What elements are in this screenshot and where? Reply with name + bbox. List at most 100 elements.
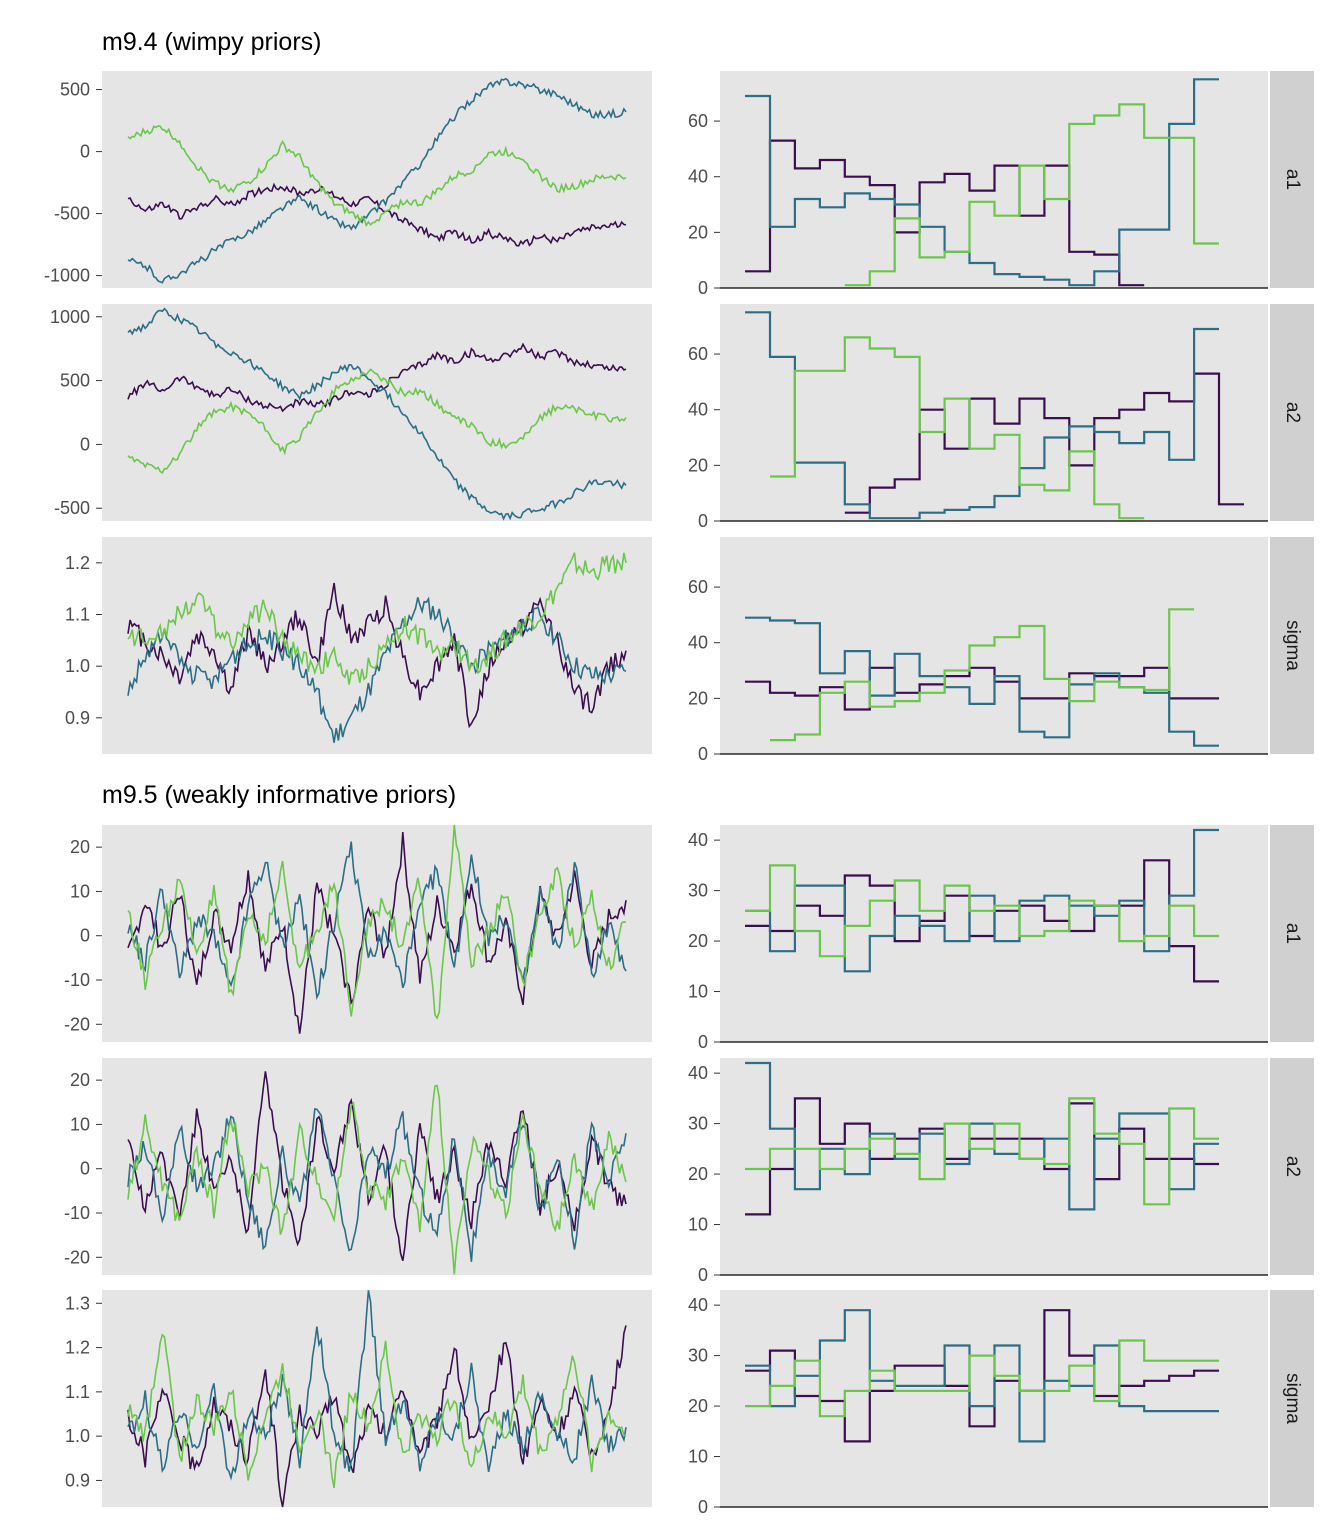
rank-step-m94-a1-chain1 <box>745 139 1145 287</box>
rank-ytick-label-m94-a1-1: 20 <box>688 222 708 242</box>
trace-ytick-label-m94-sigma-0: 0.9 <box>65 708 90 728</box>
trace-line-m94-a1-chain1 <box>127 182 627 247</box>
trace-panel-bg-m95-sigma <box>102 1290 652 1507</box>
trace-line-m95-sigma-chain3 <box>127 1333 627 1489</box>
facet-strip-label-m95-a1: a1 <box>1282 923 1303 944</box>
trace-panel-bg-m94-a2 <box>102 304 652 521</box>
title-m95: m9.5 (weakly informative priors) <box>102 781 457 809</box>
rank-step-m95-sigma-chain3 <box>745 1339 1219 1418</box>
rank-ytick-label-m95-a1-4: 40 <box>688 830 708 850</box>
trace-ytick-label-m95-a1-3: 10 <box>70 881 90 901</box>
trace-ytick-label-m95-a2-3: 10 <box>70 1114 90 1134</box>
rank-panel-bg-m95-a2 <box>720 1058 1268 1275</box>
trace-ytick-label-m94-sigma-1: 1.0 <box>65 656 90 676</box>
facet-strip-label-m95-a2: a2 <box>1282 1156 1303 1177</box>
rank-ytick-label-m94-a2-0: 0 <box>698 511 708 531</box>
rank-ytick-label-m95-a1-1: 10 <box>688 982 708 1002</box>
facet-strip-m94-a2 <box>1270 304 1314 521</box>
trace-ytick-label-m94-a1-1: -500 <box>54 204 90 224</box>
rank-ytick-label-m95-a2-0: 0 <box>698 1265 708 1285</box>
trace-line-m95-a2-chain3 <box>127 1084 627 1275</box>
facet-strip-label-m95-sigma: sigma <box>1282 1373 1303 1424</box>
rank-ytick-label-m95-sigma-2: 20 <box>688 1396 708 1416</box>
rank-ytick-label-m94-sigma-2: 40 <box>688 633 708 653</box>
trace-ytick-label-m95-sigma-0: 0.9 <box>65 1470 90 1490</box>
facet-strip-label-m94-a1: a1 <box>1282 169 1303 190</box>
rank-step-m94-a1-chain2 <box>745 78 1219 287</box>
trace-ytick-label-m95-a2-0: -20 <box>64 1247 90 1267</box>
trace-ytick-label-m94-a1-2: 0 <box>80 142 90 162</box>
rank-step-m94-a2-chain3 <box>770 336 1145 520</box>
trace-ytick-label-m94-a1-0: -1000 <box>44 266 90 286</box>
facet-strip-m94-a1 <box>1270 71 1314 288</box>
trace-line-m94-sigma-chain1 <box>127 582 627 729</box>
trace-ytick-label-m95-a1-4: 20 <box>70 837 90 857</box>
trace-line-m94-a2-chain3 <box>127 368 627 474</box>
rank-step-m95-a1-chain2 <box>745 828 1219 973</box>
rank-ytick-label-m95-sigma-0: 0 <box>698 1497 708 1517</box>
trace-ytick-label-m94-a2-1: 0 <box>80 434 90 454</box>
rank-step-m95-a1-chain3 <box>745 864 1219 958</box>
trace-ytick-label-m95-sigma-3: 1.2 <box>65 1338 90 1358</box>
rank-step-m95-a2-chain3 <box>745 1097 1219 1206</box>
rank-ytick-label-m94-a1-2: 40 <box>688 167 708 187</box>
trace-ytick-label-m95-a2-4: 20 <box>70 1070 90 1090</box>
rank-ytick-label-m94-sigma-1: 20 <box>688 688 708 708</box>
rank-step-m94-a1-chain3 <box>844 103 1219 287</box>
facet-strip-label-m94-sigma: sigma <box>1282 620 1303 671</box>
rank-ytick-label-m95-a1-2: 20 <box>688 931 708 951</box>
rank-ytick-label-m95-a2-3: 30 <box>688 1114 708 1134</box>
facet-strip-m95-a2 <box>1270 1058 1314 1275</box>
trace-ytick-label-m94-a2-0: -500 <box>54 498 90 518</box>
trace-ytick-label-m95-sigma-1: 1.0 <box>65 1426 90 1446</box>
rank-ytick-label-m95-sigma-3: 30 <box>688 1346 708 1366</box>
rank-ytick-label-m95-sigma-4: 40 <box>688 1295 708 1315</box>
rank-step-m94-sigma-chain1 <box>745 666 1219 711</box>
trace-ytick-label-m94-a2-2: 500 <box>60 371 90 391</box>
facet-strip-m95-sigma <box>1270 1290 1314 1507</box>
trace-line-m94-a2-chain2 <box>127 307 627 521</box>
rank-ytick-label-m95-a2-4: 40 <box>688 1063 708 1083</box>
trace-panel-bg-m95-a2 <box>102 1058 652 1275</box>
trace-line-m94-a1-chain3 <box>127 125 627 228</box>
trace-ytick-label-m95-sigma-2: 1.1 <box>65 1382 90 1402</box>
trace-panel-bg-m94-a1 <box>102 71 652 288</box>
title-m94: m9.4 (wimpy priors) <box>102 28 322 56</box>
trace-line-m95-sigma-chain2 <box>127 1290 627 1481</box>
rank-ytick-label-m94-a1-0: 0 <box>698 278 708 298</box>
rank-ytick-label-m94-sigma-0: 0 <box>698 744 708 764</box>
rank-step-m94-sigma-chain3 <box>770 608 1195 742</box>
trace-line-m95-a2-chain2 <box>127 1107 627 1262</box>
trace-ytick-label-m94-a2-3: 1000 <box>50 307 90 327</box>
rank-ytick-label-m95-a2-1: 10 <box>688 1215 708 1235</box>
rank-ytick-label-m95-sigma-1: 10 <box>688 1447 708 1467</box>
trace-ytick-label-m94-a1-3: 500 <box>60 80 90 100</box>
facet-strip-m95-a1 <box>1270 825 1314 1042</box>
trace-line-m94-sigma-chain3 <box>127 552 627 685</box>
facet-strip-label-m94-a2: a2 <box>1282 402 1303 423</box>
rank-step-m94-a2-chain1 <box>844 372 1244 514</box>
rank-ytick-label-m94-a2-1: 20 <box>688 455 708 475</box>
rank-ytick-label-m95-a1-0: 0 <box>698 1032 708 1052</box>
rank-ytick-label-m95-a2-2: 20 <box>688 1164 708 1184</box>
rank-step-m94-a2-chain2 <box>745 311 1219 520</box>
trace-ytick-label-m95-a1-2: 0 <box>80 926 90 946</box>
trace-line-m95-a1-chain1 <box>127 831 627 1034</box>
trace-ytick-label-m95-a2-2: 0 <box>80 1159 90 1179</box>
rank-ytick-label-m94-a2-2: 40 <box>688 400 708 420</box>
trace-ytick-label-m95-a1-0: -20 <box>64 1014 90 1034</box>
trace-line-m94-a2-chain1 <box>127 342 627 413</box>
rank-ytick-label-m94-a1-3: 60 <box>688 111 708 131</box>
trace-ytick-label-m95-a1-1: -10 <box>64 970 90 990</box>
trace-line-m95-a1-chain2 <box>127 841 627 1000</box>
trace-panel-bg-m94-sigma <box>102 537 652 754</box>
trace-ytick-label-m95-sigma-4: 1.3 <box>65 1293 90 1313</box>
rank-ytick-label-m94-a2-3: 60 <box>688 344 708 364</box>
trace-ytick-label-m94-sigma-2: 1.1 <box>65 605 90 625</box>
trace-ytick-label-m95-a2-1: -10 <box>64 1203 90 1223</box>
rank-ytick-label-m95-a1-3: 30 <box>688 881 708 901</box>
trace-ytick-label-m94-sigma-3: 1.2 <box>65 553 90 573</box>
trace-line-m95-a1-chain3 <box>127 824 627 1020</box>
